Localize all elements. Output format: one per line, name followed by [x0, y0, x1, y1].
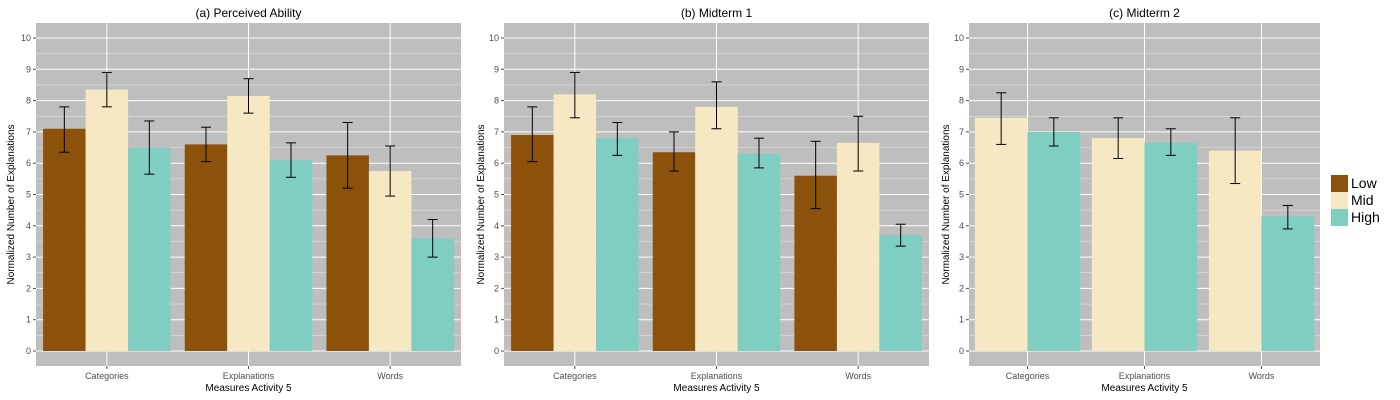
y-tick-label: 6 — [494, 158, 499, 168]
bar-mid — [368, 171, 412, 351]
bar-mid — [974, 117, 1028, 351]
y-tick-label: 3 — [26, 252, 31, 262]
x-tick-label: Words — [1249, 371, 1275, 381]
bar-mid — [695, 106, 738, 351]
bar-high — [737, 153, 781, 351]
y-tick-label: 3 — [494, 252, 499, 262]
x-tick-label: Categories — [85, 371, 129, 381]
y-tick-label: 4 — [494, 221, 499, 231]
bar-high — [1144, 142, 1198, 351]
y-tick-label: 1 — [26, 315, 31, 325]
y-tick-label: 2 — [494, 283, 499, 293]
y-tick-label: 8 — [959, 96, 964, 106]
bar-high — [128, 147, 171, 351]
bar-mid — [1091, 138, 1145, 351]
y-tick-label: 1 — [494, 315, 499, 325]
y-tick-label: 10 — [489, 33, 499, 43]
chart-panel-2: 0 1 2 3 4 5 6 7 8 9 10 Categories Explanations Words (… — [476, 6, 929, 394]
x-axis-label: Measures Activity 5 — [205, 383, 292, 394]
legend-swatch-high — [1331, 209, 1348, 226]
y-tick-label: 5 — [959, 190, 964, 200]
bar-low — [511, 135, 554, 351]
y-tick-label: 6 — [26, 158, 31, 168]
y-tick-label: 2 — [959, 283, 964, 293]
bar-mid — [227, 95, 270, 351]
legend-label-high: High — [1351, 209, 1380, 225]
x-tick-label: Categories — [553, 371, 597, 381]
y-tick-label: 7 — [26, 127, 31, 137]
legend-label-mid: Mid — [1351, 192, 1374, 208]
x-tick-label: Words — [845, 371, 871, 381]
y-tick-label: 1 — [959, 315, 964, 325]
y-tick-label: 10 — [954, 33, 964, 43]
y-tick-label: 0 — [494, 346, 499, 356]
y-tick-label: 10 — [21, 33, 31, 43]
y-tick-label: 7 — [494, 127, 499, 137]
chart-title: (b) Midterm 1 — [681, 6, 753, 20]
bar-low — [652, 152, 696, 351]
y-tick-label: 9 — [26, 64, 31, 74]
y-tick-label: 4 — [959, 221, 964, 231]
y-tick-label: 3 — [959, 252, 964, 262]
chart-panel-3: 0 1 2 3 4 5 6 7 8 9 10 Categories Explanations Words (… — [941, 6, 1320, 394]
bar-high — [1027, 131, 1081, 351]
y-tick-label: 7 — [959, 127, 964, 137]
y-tick-label: 9 — [959, 64, 964, 74]
bar-mid — [1208, 150, 1262, 351]
x-tick-label: Explanations — [1119, 371, 1171, 381]
y-axis-label: Normalized Number of Explanations — [476, 124, 487, 284]
y-axis-label: Normalized Number of Explanations — [941, 124, 952, 284]
bar-mid — [553, 94, 597, 351]
bar-mid — [85, 89, 129, 352]
y-tick-label: 2 — [26, 283, 31, 293]
chart-title: (c) Midterm 2 — [1109, 6, 1180, 20]
bar-low — [184, 144, 228, 351]
bar-mid — [836, 142, 880, 351]
x-tick-label: Words — [377, 371, 403, 381]
chart-panel-1: 0 1 2 3 4 5 6 7 8 9 10 Categories Explanations Words (… — [6, 6, 461, 394]
y-tick-label: 0 — [959, 346, 964, 356]
x-tick-label: Explanations — [691, 371, 743, 381]
legend-swatch-low — [1331, 175, 1348, 192]
y-tick-label: 0 — [26, 346, 31, 356]
y-tick-label: 9 — [494, 64, 499, 74]
x-axis-label: Measures Activity 5 — [673, 383, 760, 394]
y-tick-label: 4 — [26, 221, 31, 231]
y-tick-label: 8 — [494, 96, 499, 106]
legend-swatch-mid — [1331, 192, 1348, 209]
legend-label-low: Low — [1351, 175, 1378, 191]
x-tick-label: Explanations — [223, 371, 275, 381]
y-tick-label: 6 — [959, 158, 964, 168]
x-axis-label: Measures Activity 5 — [1101, 383, 1188, 394]
y-tick-label: 8 — [26, 96, 31, 106]
x-tick-label: Categories — [1006, 371, 1050, 381]
bar-low — [43, 128, 86, 351]
bar-high — [269, 160, 313, 351]
bar-high — [1261, 216, 1315, 351]
chart-title: (a) Perceived Ability — [195, 6, 301, 20]
y-tick-label: 5 — [494, 190, 499, 200]
y-tick-label: 5 — [26, 190, 31, 200]
bar-high — [879, 235, 922, 351]
y-axis-label: Normalized Number of Explanations — [6, 124, 17, 284]
bar-high — [596, 138, 639, 351]
